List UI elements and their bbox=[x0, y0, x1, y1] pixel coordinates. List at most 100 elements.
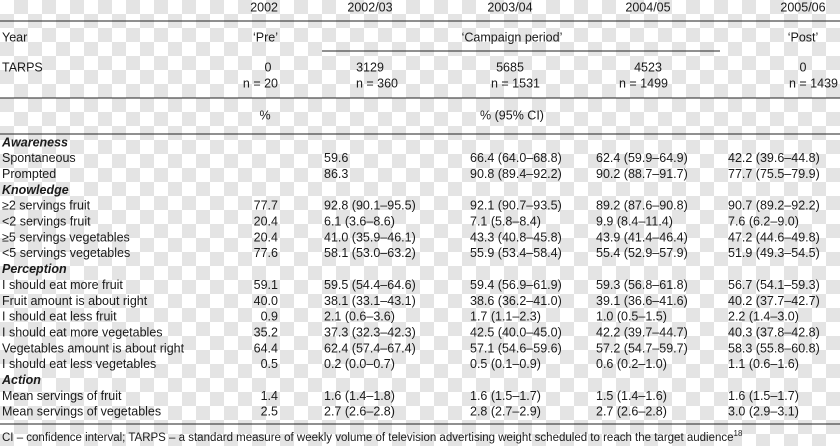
row-label: Spontaneous bbox=[2, 151, 76, 165]
year: 2004/05 bbox=[625, 0, 670, 14]
section-title: Perception bbox=[2, 262, 67, 276]
cell: 7.6 (6.2–9.0) bbox=[728, 215, 799, 229]
cell: 1.1 (0.6–1.6) bbox=[728, 357, 799, 371]
cell: 56.7 (54.1–59.3) bbox=[728, 278, 820, 292]
cell: 59.3 (56.8–61.8) bbox=[596, 278, 688, 292]
cell: 39.1 (36.6–41.6) bbox=[596, 294, 688, 308]
cell: 7.1 (5.8–8.4) bbox=[470, 215, 541, 229]
cell: 77.6 bbox=[254, 246, 278, 260]
cell: 55.9 (53.4–58.4) bbox=[470, 246, 562, 260]
cell: 1.6 (1.5–1.7) bbox=[470, 389, 541, 403]
cell: 2.2 (1.4–3.0) bbox=[728, 310, 799, 324]
cell: 1.0 (0.5–1.5) bbox=[596, 310, 667, 324]
cell: 2.7 (2.6–2.8) bbox=[324, 405, 395, 419]
cell: 1.7 (1.1–2.3) bbox=[470, 310, 541, 324]
unit: % (95% CI) bbox=[480, 108, 544, 122]
cell: 9.9 (8.4–11.4) bbox=[596, 215, 673, 229]
cell: 58.3 (55.8–60.8) bbox=[728, 341, 820, 355]
cell: 0.9 bbox=[261, 310, 278, 324]
row-label: Fruit amount is about right bbox=[2, 294, 148, 308]
year-label: Year bbox=[2, 30, 27, 44]
cell: 2.5 bbox=[261, 405, 278, 419]
cell: 38.6 (36.2–41.0) bbox=[470, 294, 562, 308]
cell: 57.2 (54.7–59.7) bbox=[596, 341, 688, 355]
row-label: Mean servings of fruit bbox=[2, 389, 122, 403]
cell: 77.7 bbox=[254, 199, 278, 213]
year: 2002 bbox=[250, 0, 278, 14]
cell: 40.0 bbox=[254, 294, 278, 308]
cell: 59.5 (54.4–64.6) bbox=[324, 278, 416, 292]
cell: 92.1 (90.7–93.5) bbox=[470, 199, 562, 213]
sample-size: n = 360 bbox=[356, 76, 398, 90]
tarps: 0 bbox=[800, 60, 807, 74]
sample-size: n = 1439 bbox=[789, 76, 838, 90]
tarps-label: TARPS bbox=[2, 60, 43, 74]
cell: 3.0 (2.9–3.1) bbox=[728, 405, 799, 419]
section-title: Action bbox=[1, 373, 41, 387]
row-label: <5 servings vegetables bbox=[2, 246, 130, 260]
cell: 20.4 bbox=[254, 215, 278, 229]
tarps: 3129 bbox=[356, 60, 384, 74]
cell: 59.4 (56.9–61.9) bbox=[470, 278, 562, 292]
unit: % bbox=[259, 108, 270, 122]
tarps: 5685 bbox=[496, 60, 524, 74]
footnote-text: CI – confidence interval; TARPS – a stan… bbox=[2, 432, 734, 444]
row-label: Mean servings of vegetables bbox=[2, 405, 161, 419]
sample-size: n = 1531 bbox=[491, 76, 540, 90]
cell: 2.1 (0.6–3.6) bbox=[324, 310, 395, 324]
cell: 90.8 (89.4–92.2) bbox=[470, 167, 562, 181]
cell: 1.5 (1.4–1.6) bbox=[596, 389, 667, 403]
year: 2002/03 bbox=[347, 0, 392, 14]
row-label: I should eat less vegetables bbox=[2, 357, 156, 371]
cell: 0.5 bbox=[261, 357, 278, 371]
cell: 35.2 bbox=[254, 325, 278, 339]
cell: 77.7 (75.5–79.9) bbox=[728, 167, 820, 181]
cell: 41.0 (35.9–46.1) bbox=[324, 230, 416, 244]
cell: 66.4 (64.0–68.8) bbox=[470, 151, 562, 165]
cell: 59.1 bbox=[254, 278, 278, 292]
cell: 42.2 (39.6–44.8) bbox=[728, 151, 820, 165]
row-label: <2 servings fruit bbox=[2, 215, 91, 229]
row-label: ≥5 servings vegetables bbox=[2, 230, 130, 244]
cell: 0.2 (0.0–0.7) bbox=[324, 357, 395, 371]
cell: 86.3 bbox=[324, 167, 348, 181]
cell: 1.6 (1.4–1.8) bbox=[324, 389, 395, 403]
cell: 42.2 (39.7–44.7) bbox=[596, 325, 688, 339]
period: ‘Campaign period’ bbox=[462, 30, 563, 44]
cell: 2.7 (2.6–2.8) bbox=[596, 405, 667, 419]
cell: 6.1 (3.6–8.6) bbox=[324, 215, 395, 229]
cell: 58.1 (53.0–63.2) bbox=[324, 246, 416, 260]
period: ‘Pre’ bbox=[253, 30, 278, 44]
cell: 43.3 (40.8–45.8) bbox=[470, 230, 562, 244]
cell: 1.4 bbox=[261, 389, 278, 403]
cell: 55.4 (52.9–57.9) bbox=[596, 246, 688, 260]
cell: 90.2 (88.7–91.7) bbox=[596, 167, 688, 181]
cell: 40.3 (37.8–42.8) bbox=[728, 325, 820, 339]
cell: 62.4 (59.9–64.9) bbox=[596, 151, 688, 165]
sample-size: n = 20 bbox=[243, 76, 278, 90]
row-label: Prompted bbox=[2, 167, 56, 181]
cell: 51.9 (49.3–54.5) bbox=[728, 246, 820, 260]
period: ‘Post’ bbox=[788, 30, 819, 44]
footnote-ref: 18 bbox=[734, 429, 743, 438]
section-title: Awareness bbox=[1, 135, 68, 149]
row-label: Vegetables amount is about right bbox=[2, 341, 185, 355]
cell: 43.9 (41.4–46.4) bbox=[596, 230, 688, 244]
footnote: CI – confidence interval; TARPS – a stan… bbox=[2, 429, 743, 444]
row-label: I should eat less fruit bbox=[2, 310, 117, 324]
cell: 0.6 (0.2–1.0) bbox=[596, 357, 667, 371]
tarps: 0 bbox=[265, 60, 272, 74]
cell: 59.6 bbox=[324, 151, 348, 165]
year: 2003/04 bbox=[487, 0, 532, 14]
year: 2005/06 bbox=[780, 0, 825, 14]
section-title: Knowledge bbox=[2, 183, 69, 197]
cell: 20.4 bbox=[254, 230, 278, 244]
cell: 40.2 (37.7–42.7) bbox=[728, 294, 820, 308]
cell: 57.1 (54.6–59.6) bbox=[470, 341, 562, 355]
row-label: I should eat more fruit bbox=[2, 278, 123, 292]
cell: 64.4 bbox=[254, 341, 278, 355]
row-label: I should eat more vegetables bbox=[2, 325, 163, 339]
cell: 42.5 (40.0–45.0) bbox=[470, 325, 562, 339]
cell: 47.2 (44.6–49.8) bbox=[728, 230, 820, 244]
